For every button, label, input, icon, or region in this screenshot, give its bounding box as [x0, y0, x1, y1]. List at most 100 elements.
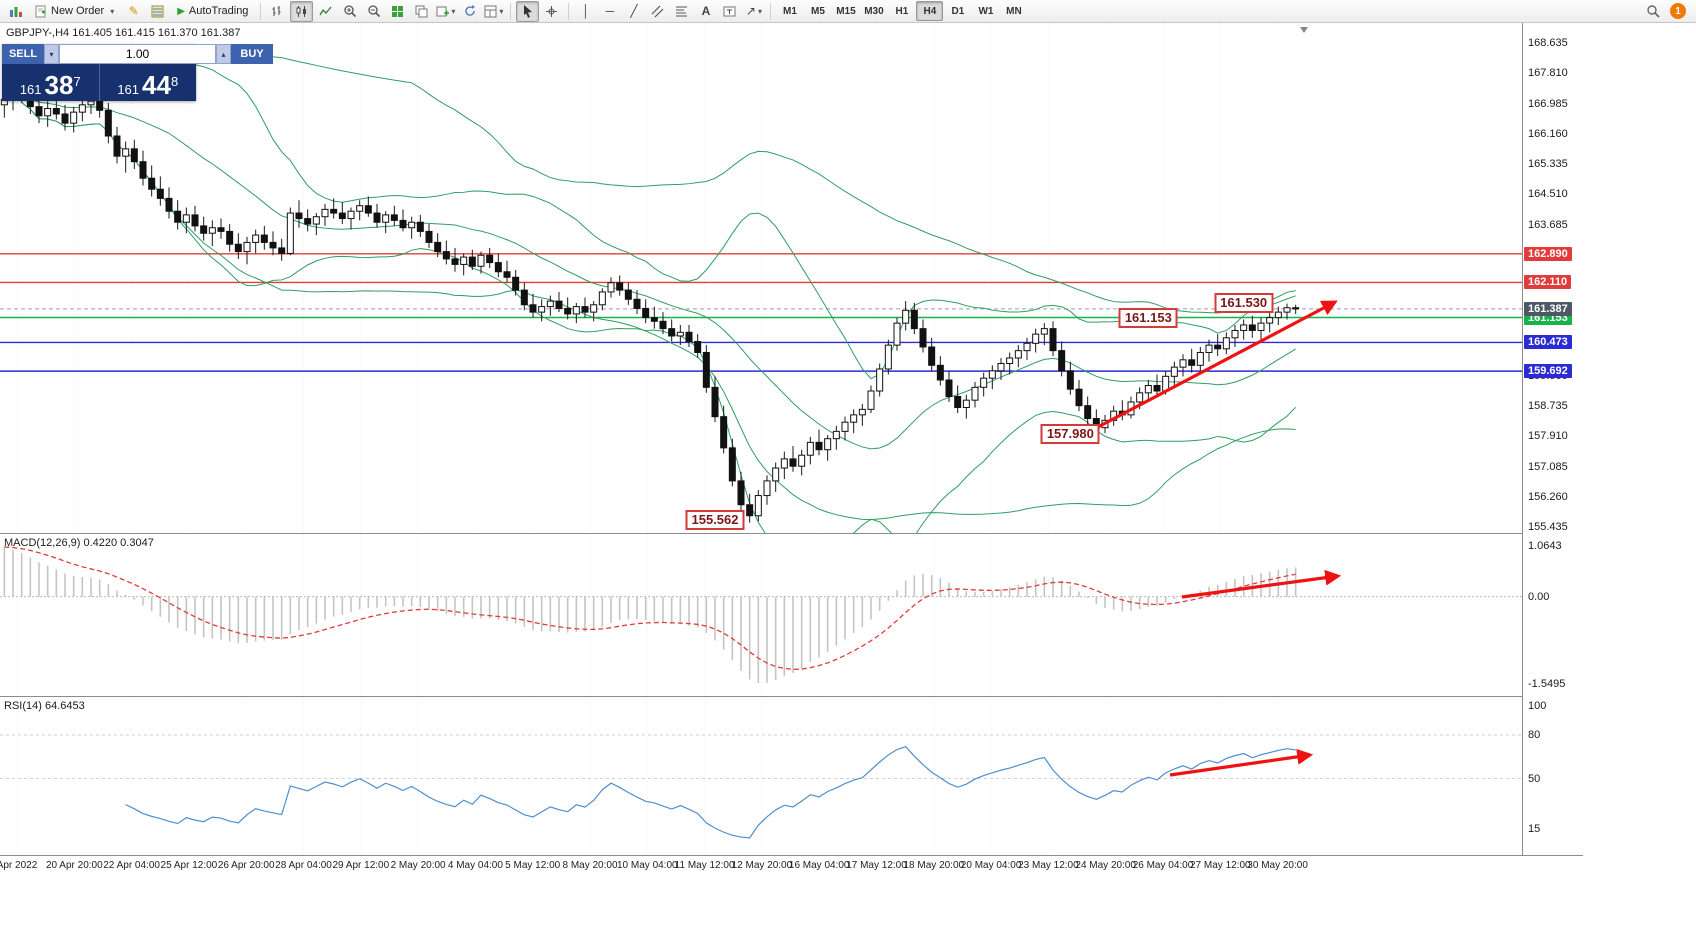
time-axis-label: 16 May 04:00	[788, 860, 850, 871]
chevron-down-icon: ▾	[757, 6, 762, 16]
time-axis-label: 2 May 20:00	[390, 860, 446, 871]
new-chart-icon[interactable]: ▾	[434, 1, 457, 22]
price-annotation[interactable]: 161.530	[1214, 292, 1274, 313]
tf-button-d1[interactable]: D1	[951, 5, 965, 17]
time-axis-label: 20 Apr 20:00	[45, 860, 103, 871]
tf-button-h4[interactable]: H4	[916, 1, 944, 21]
price-annotation[interactable]: 157.980	[1040, 423, 1100, 444]
new-order-button[interactable]: New Order ▾	[28, 1, 121, 22]
volume-up-stepper[interactable]: ▴	[216, 44, 231, 64]
sell-button[interactable]: SELL	[2, 44, 44, 64]
buy-button[interactable]: BUY	[231, 44, 273, 64]
zoom-in-icon[interactable]	[338, 1, 361, 22]
vertical-line-tool-icon[interactable]: │	[582, 4, 590, 18]
candlestick-mode-icon[interactable]	[290, 0, 314, 22]
tf-button-m15[interactable]: M15	[836, 5, 856, 17]
price-axis-label: 157.910	[1528, 430, 1568, 443]
time-axis-label: 25 Apr 12:00	[160, 860, 218, 871]
price-axis-label: 163.685	[1528, 218, 1568, 231]
price-axis-label: 164.510	[1528, 188, 1568, 201]
macd-panel[interactable]: MACD(12,26,9) 0.4220 0.3047	[0, 534, 1522, 697]
price-axis-label: 167.810	[1528, 67, 1568, 80]
line-chart-mode-icon[interactable]	[314, 1, 337, 22]
cascade-windows-icon[interactable]	[410, 1, 433, 22]
price-axis-label: 158.735	[1528, 400, 1568, 413]
bar-chart-mode-icon[interactable]	[266, 1, 289, 22]
buy-price-point: 8	[170, 74, 179, 89]
templates-icon[interactable]: ▾	[482, 1, 505, 22]
time-axis-label: 11 May 12:00	[674, 860, 735, 871]
time-axis-label: 4 May 04:00	[447, 860, 503, 871]
buy-price-pips: 44	[142, 69, 171, 100]
current-price-tag: 161.387	[1524, 301, 1572, 316]
autotrading-label: AutoTrading	[188, 5, 249, 17]
time-axis-label: 27 May 12:00	[1189, 860, 1251, 871]
tf-button-mn[interactable]: MN	[1006, 5, 1022, 17]
time-axis-label: 26 Apr 20:00	[217, 860, 275, 871]
volume-input[interactable]	[59, 44, 216, 64]
buy-price-display[interactable]: 161 44 8	[100, 64, 197, 101]
price-axis[interactable]: 168.635 167.810 166.985 166.160 165.335 164.5…	[1522, 23, 1583, 855]
price-level-tag: 159.692	[1524, 364, 1572, 379]
rsi-panel[interactable]: RSI(14) 64.6453	[0, 697, 1522, 856]
price-annotation[interactable]: 155.562	[685, 510, 745, 531]
price-level-tag: 162.110	[1524, 275, 1572, 290]
label-tool-icon[interactable]	[718, 1, 741, 22]
sell-price-big-figure: 161	[19, 81, 42, 97]
toolbar: New Order ▾ ✎ ▶ AutoTrading ▾ ▾	[0, 0, 1696, 23]
price-axis-label: 165.335	[1528, 158, 1568, 171]
chart-mini-icon[interactable]	[4, 1, 27, 22]
macd-scale-label: 0.00	[1528, 590, 1550, 603]
notification-badge[interactable]: 1	[1670, 3, 1686, 19]
rsi-scale-label: 15	[1528, 823, 1541, 836]
price-level-tag: 160.473	[1524, 335, 1572, 350]
tf-button-h1[interactable]: H1	[895, 5, 909, 17]
price-axis-label: 168.635	[1528, 36, 1568, 49]
toolbar-separator	[568, 2, 570, 20]
price-axis-label: 166.985	[1528, 97, 1568, 110]
search-icon[interactable]	[1641, 1, 1664, 22]
buy-price-big-figure: 161	[117, 81, 140, 97]
time-axis-label: 28 Apr 04:00	[275, 860, 332, 871]
zoom-out-icon[interactable]	[362, 1, 385, 22]
metaeditor-icon[interactable]: ✎	[128, 4, 139, 18]
price-axis-label: 166.160	[1528, 127, 1568, 140]
time-axis-label: Apr 2022	[0, 860, 38, 871]
profiles-icon[interactable]	[458, 1, 481, 22]
time-axis-label: 30 May 20:00	[1247, 860, 1308, 871]
tf-button-m30[interactable]: M30	[864, 5, 884, 17]
new-order-label: New Order	[51, 5, 105, 17]
market-watch-icon[interactable]	[146, 1, 169, 22]
channel-tool-icon[interactable]	[646, 1, 669, 22]
chevron-down-icon: ▾	[451, 6, 456, 16]
trendline-tool-icon[interactable]: ╱	[630, 4, 638, 18]
cursor-icon[interactable]	[516, 0, 540, 22]
autotrading-button[interactable]: ▶ AutoTrading	[170, 1, 255, 22]
time-axis-label: 24 May 20:00	[1075, 860, 1136, 871]
toolbar-separator	[260, 2, 262, 20]
toolbar-separator	[510, 2, 512, 20]
tf-button-m1[interactable]: M1	[782, 5, 797, 17]
time-axis-label: 22 Apr 04:00	[103, 860, 160, 871]
chart-title: GBPJPY-,H4 161.405 161.415 161.370 161.3…	[6, 27, 241, 39]
volume-down-stepper[interactable]: ▾	[44, 44, 59, 64]
arrows-tool-icon[interactable]: ↗ ▾	[745, 4, 762, 18]
horizontal-line-tool-icon[interactable]: ─	[605, 4, 615, 18]
sell-price-point: 7	[73, 74, 81, 89]
tf-button-m5[interactable]: M5	[810, 5, 825, 17]
fibonacci-tool-icon[interactable]	[670, 1, 693, 22]
price-annotation[interactable]: 161.153	[1118, 307, 1178, 328]
tile-windows-icon[interactable]	[386, 1, 409, 22]
time-axis-label: 12 May 20:00	[731, 860, 793, 871]
time-axis-label: 10 May 04:00	[616, 860, 678, 871]
sell-price-display[interactable]: 161 38 7	[2, 64, 100, 101]
tf-button-w1[interactable]: W1	[978, 5, 994, 17]
crosshair-icon[interactable]	[540, 1, 563, 22]
price-axis-label: 156.260	[1528, 491, 1568, 504]
price-chart-panel[interactable]: GBPJPY-,H4 161.405 161.415 161.370 161.3…	[0, 23, 1522, 534]
rsi-scale-label: 100	[1528, 700, 1547, 712]
play-icon: ▶	[177, 5, 185, 17]
time-axis[interactable]: Apr 2022 20 Apr 20:00 22 Apr 04:00 25 Apr 1…	[0, 856, 1582, 876]
text-tool-icon[interactable]: A	[701, 4, 711, 18]
